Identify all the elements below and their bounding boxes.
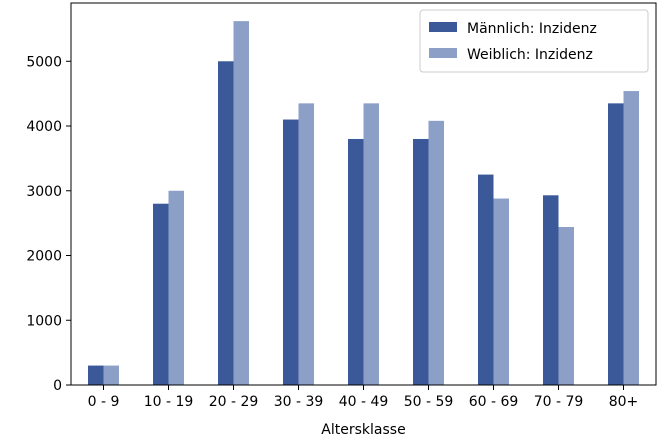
bar-weiblich — [298, 103, 314, 386]
bar-maennlich — [153, 203, 169, 385]
bar-weiblich — [363, 103, 379, 386]
bar-maennlich — [608, 103, 624, 386]
bar-weiblich — [428, 120, 444, 386]
x-tick-label: 0 - 9 — [88, 394, 120, 410]
y-tick-label: 4000 — [26, 119, 62, 135]
bar-weiblich — [233, 21, 249, 385]
bar-maennlich — [218, 61, 234, 386]
x-tick-label: 60 - 69 — [469, 394, 519, 410]
x-tick-label: 30 - 39 — [274, 394, 324, 410]
x-tick-label: 10 - 19 — [144, 394, 194, 410]
bar-maennlich — [88, 365, 104, 385]
legend-swatch — [429, 48, 457, 58]
x-tick-label: 50 - 59 — [404, 394, 454, 410]
x-tick-label: 80+ — [609, 394, 639, 410]
bar-weiblich — [103, 365, 119, 385]
bar-weiblich — [168, 190, 184, 385]
y-tick-label: 3000 — [26, 184, 62, 200]
bar-weiblich — [558, 227, 574, 385]
bar-maennlich — [413, 138, 429, 385]
legend: Männlich: Inzidenz Weiblich: Inzidenz — [419, 9, 649, 73]
y-tick-label: 0 — [53, 378, 62, 394]
x-tick-label: 20 - 29 — [209, 394, 259, 410]
bar-weiblich — [623, 91, 639, 386]
bar-maennlich — [478, 174, 494, 385]
x-axis: 0 - 9 10 - 19 20 - 29 30 - 39 40 - 49 50 - 59… — [88, 385, 639, 410]
legend-box — [419, 9, 649, 73]
y-tick-label: 5000 — [26, 54, 62, 70]
y-axis: 0 1000 2000 3000 4000 5000 — [26, 54, 71, 394]
legend-label: Männlich: Inzidenz — [467, 21, 597, 37]
x-axis-label: Altersklasse — [321, 422, 405, 438]
legend-label: Weiblich: Inzidenz — [467, 47, 593, 63]
bars-group — [88, 21, 639, 386]
bar-maennlich — [348, 138, 364, 385]
bar-maennlich — [543, 195, 559, 385]
x-tick-label: 70 - 79 — [534, 394, 584, 410]
legend-swatch — [429, 22, 457, 32]
y-tick-label: 2000 — [26, 249, 62, 265]
plot-frame — [70, 2, 657, 386]
bar-weiblich — [493, 198, 509, 385]
bar-maennlich — [283, 119, 299, 386]
y-tick-label: 1000 — [26, 313, 62, 329]
x-tick-label: 40 - 49 — [339, 394, 389, 410]
